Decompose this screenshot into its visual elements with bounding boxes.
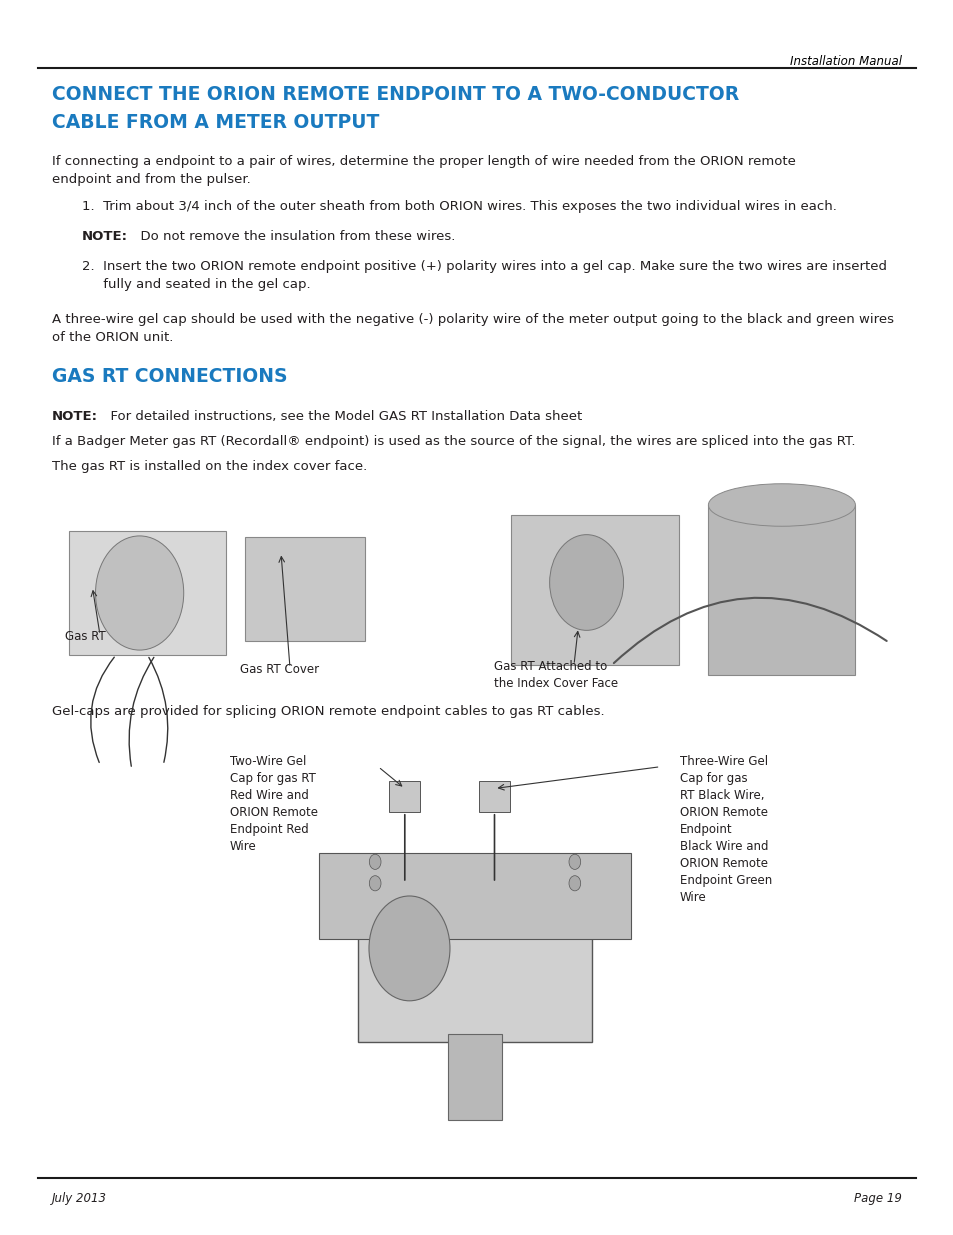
Text: NOTE:: NOTE: xyxy=(52,410,98,424)
Circle shape xyxy=(369,855,380,869)
Circle shape xyxy=(568,855,580,869)
Bar xyxy=(389,781,420,811)
Bar xyxy=(318,853,630,939)
Text: CONNECT THE ORION REMOTE ENDPOINT TO A TWO-CONDUCTOR: CONNECT THE ORION REMOTE ENDPOINT TO A T… xyxy=(52,85,739,104)
Bar xyxy=(708,505,855,676)
Text: 1.  Trim about 3/4 inch of the outer sheath from both ORION wires. This exposes : 1. Trim about 3/4 inch of the outer shea… xyxy=(82,200,836,212)
Circle shape xyxy=(95,536,184,650)
Text: 2.  Insert the two ORION remote endpoint positive (+) polarity wires into a gel : 2. Insert the two ORION remote endpoint … xyxy=(82,261,886,273)
Text: NOTE:: NOTE: xyxy=(82,230,128,243)
Text: The gas RT is installed on the index cover face.: The gas RT is installed on the index cov… xyxy=(52,459,367,473)
Text: GAS RT CONNECTIONS: GAS RT CONNECTIONS xyxy=(52,367,287,387)
Text: Gas RT Attached to
the Index Cover Face: Gas RT Attached to the Index Cover Face xyxy=(494,659,618,690)
Text: Gel-caps are provided for splicing ORION remote endpoint cables to gas RT cables: Gel-caps are provided for splicing ORION… xyxy=(52,705,604,718)
Circle shape xyxy=(369,895,450,1000)
Bar xyxy=(245,537,365,641)
Circle shape xyxy=(369,876,380,890)
Text: If a Badger Meter gas RT (Recordall® endpoint) is used as the source of the sign: If a Badger Meter gas RT (Recordall® end… xyxy=(52,435,855,448)
Ellipse shape xyxy=(708,484,855,526)
Circle shape xyxy=(568,876,580,890)
Text: CABLE FROM A METER OUTPUT: CABLE FROM A METER OUTPUT xyxy=(52,112,379,132)
Text: Installation Manual: Installation Manual xyxy=(789,56,901,68)
Bar xyxy=(69,531,226,655)
Bar xyxy=(511,515,679,664)
Text: Two-Wire Gel
Cap for gas RT
Red Wire and
ORION Remote
Endpoint Red
Wire: Two-Wire Gel Cap for gas RT Red Wire and… xyxy=(230,755,317,853)
Bar xyxy=(478,781,510,811)
Text: Do not remove the insulation from these wires.: Do not remove the insulation from these … xyxy=(132,230,455,243)
Text: For detailed instructions, see the Model GAS RT Installation Data sheet: For detailed instructions, see the Model… xyxy=(102,410,581,424)
Text: July 2013: July 2013 xyxy=(52,1192,107,1205)
Text: Gas RT Cover: Gas RT Cover xyxy=(240,663,319,676)
Bar xyxy=(357,855,592,1042)
Text: Page 19: Page 19 xyxy=(853,1192,901,1205)
Text: fully and seated in the gel cap.: fully and seated in the gel cap. xyxy=(82,278,311,291)
Text: If connecting a endpoint to a pair of wires, determine the proper length of wire: If connecting a endpoint to a pair of wi… xyxy=(52,156,795,186)
Circle shape xyxy=(549,535,623,630)
Bar xyxy=(447,1034,502,1120)
Text: A three-wire gel cap should be used with the negative (-) polarity wire of the m: A three-wire gel cap should be used with… xyxy=(52,312,893,345)
Text: Three-Wire Gel
Cap for gas
RT Black Wire,
ORION Remote
Endpoint
Black Wire and
O: Three-Wire Gel Cap for gas RT Black Wire… xyxy=(679,755,771,904)
Text: Gas RT: Gas RT xyxy=(65,630,106,643)
